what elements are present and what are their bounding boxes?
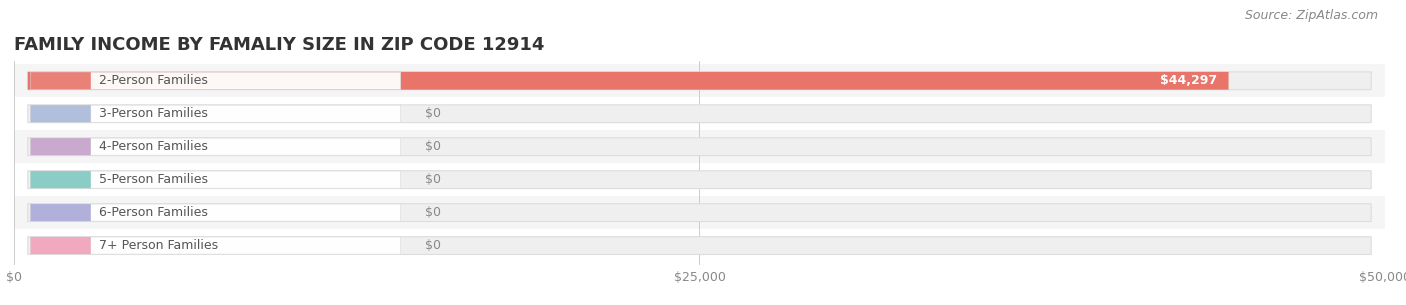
Text: $0: $0 <box>426 206 441 219</box>
FancyBboxPatch shape <box>28 72 1371 90</box>
FancyBboxPatch shape <box>31 237 91 254</box>
Bar <box>14 229 1385 262</box>
FancyBboxPatch shape <box>28 105 1371 123</box>
Bar <box>14 196 1385 229</box>
FancyBboxPatch shape <box>31 72 91 89</box>
Text: $0: $0 <box>426 107 441 120</box>
Text: 2-Person Families: 2-Person Families <box>98 74 208 87</box>
Bar <box>14 163 1385 196</box>
FancyBboxPatch shape <box>31 105 401 122</box>
Text: $0: $0 <box>426 239 441 252</box>
FancyBboxPatch shape <box>31 171 401 188</box>
Text: 4-Person Families: 4-Person Families <box>98 140 208 153</box>
Text: 6-Person Families: 6-Person Families <box>98 206 208 219</box>
Text: FAMILY INCOME BY FAMALIY SIZE IN ZIP CODE 12914: FAMILY INCOME BY FAMALIY SIZE IN ZIP COD… <box>14 36 544 54</box>
FancyBboxPatch shape <box>31 204 401 221</box>
Bar <box>14 64 1385 97</box>
Bar <box>14 130 1385 163</box>
FancyBboxPatch shape <box>31 105 91 122</box>
FancyBboxPatch shape <box>31 138 401 155</box>
FancyBboxPatch shape <box>31 138 91 155</box>
FancyBboxPatch shape <box>31 171 91 188</box>
Text: $44,297: $44,297 <box>1160 74 1218 87</box>
Text: Source: ZipAtlas.com: Source: ZipAtlas.com <box>1244 9 1378 22</box>
FancyBboxPatch shape <box>31 204 91 221</box>
FancyBboxPatch shape <box>31 72 401 89</box>
FancyBboxPatch shape <box>28 171 1371 188</box>
Text: 3-Person Families: 3-Person Families <box>98 107 208 120</box>
Text: $0: $0 <box>426 173 441 186</box>
FancyBboxPatch shape <box>28 204 1371 221</box>
FancyBboxPatch shape <box>28 237 1371 254</box>
FancyBboxPatch shape <box>31 237 401 254</box>
Text: 7+ Person Families: 7+ Person Families <box>98 239 218 252</box>
FancyBboxPatch shape <box>28 138 1371 156</box>
Text: $0: $0 <box>426 140 441 153</box>
Bar <box>14 97 1385 130</box>
FancyBboxPatch shape <box>28 72 1229 90</box>
Text: 5-Person Families: 5-Person Families <box>98 173 208 186</box>
